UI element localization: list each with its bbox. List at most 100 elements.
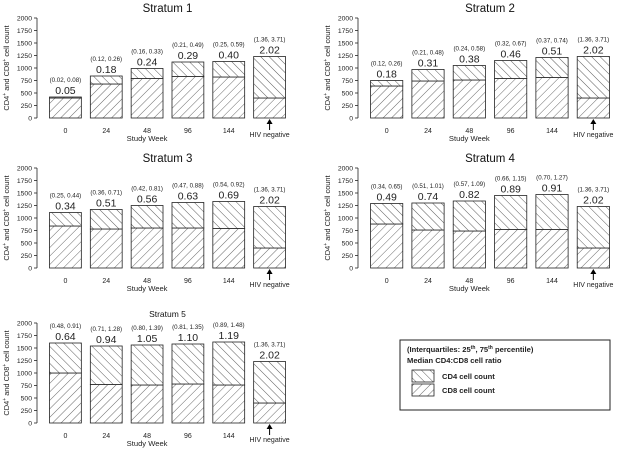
iqr-label: (0.32, 0.67) (495, 41, 527, 48)
bar-cd4 (535, 57, 569, 78)
bar-cd8 (212, 76, 246, 119)
y-tick-label: 0 (28, 116, 32, 123)
x-tick-label: 96 (184, 128, 192, 135)
chart-panel-2: Stratum 2 0 250 500 750 1000 1250 1500 1750 2000 C… (323, 3, 613, 143)
y-tick-label: 250 (21, 408, 33, 415)
bar-cd4 (49, 96, 82, 99)
bar-cd8 (494, 229, 528, 269)
y-tick-label: 2000 (17, 166, 32, 173)
bar-cd8 (130, 227, 164, 269)
iqr-label: (1.36, 3.71) (254, 37, 286, 44)
ratio-label: 0.38 (459, 54, 480, 66)
iqr-label: (0.25, 0.59) (213, 42, 245, 49)
iqr-label: (0.21, 0.49) (172, 42, 204, 49)
y-tick-label: 500 (21, 241, 33, 248)
bar-cd4 (576, 56, 610, 99)
iqr-label: (0.48, 0.91) (50, 323, 82, 330)
y-tick-label: 1000 (338, 216, 353, 223)
chart-panel-3: Stratum 3 0 250 500 750 1000 1250 1500 1750 2000 C… (2, 153, 290, 293)
ratio-label: 0.91 (542, 183, 563, 195)
y-axis-label: CD4+ and CD8+ cell count (323, 175, 332, 260)
bar-cd8 (130, 384, 164, 424)
iqr-label: (0.36, 0.71) (90, 190, 122, 197)
x-tick-label: 96 (184, 278, 192, 285)
bar-cd4 (370, 80, 404, 87)
iqr-label: (0.71, 1.28) (90, 326, 122, 333)
ratio-label: 0.82 (459, 189, 480, 201)
y-tick-label: 250 (342, 103, 354, 110)
y-tick-label: 1250 (17, 358, 32, 365)
bar-cd4 (452, 65, 486, 81)
ratio-label: 1.05 (137, 333, 158, 345)
bar-cd4 (370, 203, 404, 225)
legend-label-cd4: CD4 cell count (442, 372, 495, 381)
x-axis-label: Study Week (127, 439, 168, 448)
iqr-label: (0.57, 1.09) (454, 181, 486, 188)
bar-cd4 (535, 194, 569, 230)
iqr-label: (0.12, 0.26) (90, 56, 122, 63)
bar-cd8 (576, 97, 610, 119)
bar-cd4 (212, 201, 246, 229)
y-tick-label: 0 (349, 266, 353, 273)
arrow-head (590, 119, 597, 124)
bar-cd4 (212, 341, 246, 386)
iqr-label: (0.37, 0.74) (536, 38, 568, 45)
ratio-label: 1.19 (219, 330, 240, 342)
x-tick-label: 24 (102, 433, 110, 440)
arrow-head (590, 269, 597, 274)
iqr-label: (0.70, 1.27) (536, 175, 568, 182)
bar-cd8 (452, 230, 486, 269)
y-tick-label: 750 (342, 228, 354, 235)
ratio-label: 2.02 (259, 45, 280, 57)
y-axis-label: CD4+ and CD8+ cell count (2, 175, 11, 260)
x-axis-label: Study Week (449, 284, 490, 293)
y-tick-label: 250 (342, 253, 354, 260)
iqr-label: (0.42, 0.81) (131, 186, 163, 193)
bar-cd8 (212, 228, 246, 269)
y-tick-label: 750 (21, 383, 33, 390)
bar-cd4 (452, 200, 486, 232)
bar-cd4 (49, 212, 82, 227)
iqr-label: (0.12, 0.26) (371, 61, 403, 68)
y-tick-label: 250 (21, 103, 33, 110)
y-tick-label: 750 (21, 78, 33, 85)
ratio-label: 0.64 (55, 331, 76, 343)
legend-label-cd8: CD8 cell count (442, 386, 495, 395)
x-tick-label: 48 (143, 278, 151, 285)
legend-box (399, 339, 611, 411)
y-tick-label: 1250 (17, 203, 32, 210)
y-axis-label: CD4+ and CD8+ cell count (2, 25, 11, 110)
y-tick-label: 1750 (338, 178, 353, 185)
y-tick-label: 1000 (17, 66, 32, 73)
bar-cd8 (253, 402, 286, 424)
iqr-label: (0.02, 0.08) (50, 77, 82, 84)
ratio-label: 2.02 (259, 350, 280, 362)
arrow-head (266, 269, 273, 274)
y-tick-label: 1500 (17, 41, 32, 48)
bar-cd8 (171, 76, 205, 119)
bar-cd4 (130, 68, 164, 79)
bar-cd4 (576, 206, 610, 249)
bar-cd4 (171, 61, 205, 77)
y-tick-label: 0 (28, 266, 32, 273)
x-tick-label: 0 (385, 278, 389, 285)
y-tick-label: 1500 (338, 41, 353, 48)
x-tick-label: 144 (223, 128, 235, 135)
legend-subheader: Median CD4:CD8 cell ratio (407, 356, 502, 365)
y-tick-label: 1250 (338, 53, 353, 60)
iqr-label: (1.36, 3.71) (254, 187, 286, 194)
ratio-label: 0.34 (55, 201, 76, 213)
bar-cd8 (452, 79, 486, 119)
iqr-label: (0.25, 0.44) (50, 193, 82, 200)
x-axis-label: Study Week (127, 134, 168, 143)
x-tick-label: 24 (102, 128, 110, 135)
bar-cd8 (576, 247, 610, 269)
bar-cd8 (89, 384, 123, 424)
bar-cd8 (494, 78, 528, 119)
iqr-label: (1.36, 3.71) (254, 342, 286, 349)
y-tick-label: 2000 (17, 321, 32, 328)
y-tick-label: 250 (21, 253, 33, 260)
bar-cd4 (130, 344, 164, 386)
ratio-label: 0.56 (137, 194, 158, 206)
bar-cd8 (49, 225, 82, 269)
